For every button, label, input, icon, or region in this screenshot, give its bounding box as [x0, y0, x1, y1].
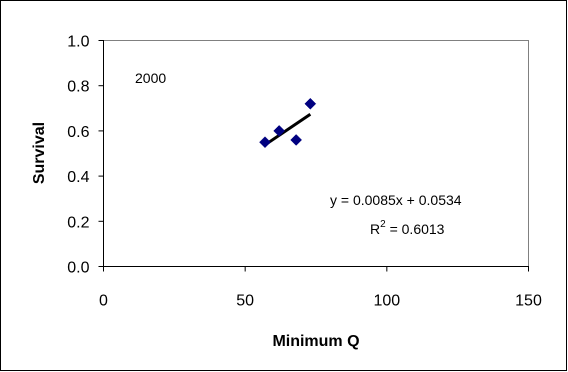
- r-squared-prefix: R: [370, 221, 380, 237]
- x-axis-title: Minimum Q: [272, 333, 359, 350]
- y-axis-title: Survival: [31, 122, 48, 184]
- y-tick-label: 0.0: [67, 260, 89, 277]
- data-point: [273, 125, 286, 137]
- y-tick-label: 0.8: [67, 79, 89, 96]
- y-tick-label: 0.2: [67, 214, 89, 231]
- r-squared-superscript: 2: [380, 219, 386, 230]
- trend-equation: y = 0.0085x + 0.0534: [330, 192, 462, 208]
- year-label: 2000: [135, 70, 166, 86]
- y-tick-label: 0.4: [67, 169, 89, 186]
- r-squared: R2 = 0.6013: [370, 219, 445, 237]
- x-tick-label: 0: [99, 293, 108, 310]
- x-tick-label: 100: [373, 293, 400, 310]
- y-tick-label: 1.0: [67, 34, 89, 51]
- data-point: [304, 97, 317, 110]
- data-point: [259, 136, 271, 149]
- data-points: [259, 97, 317, 149]
- trendline: [264, 112, 312, 147]
- data-point: [290, 134, 303, 146]
- r-squared-value: = 0.6013: [386, 221, 445, 237]
- y-axis-ticks: 0.0 0.2 0.4 0.6 0.8 1.0: [67, 34, 104, 277]
- x-axis-ticks: 0 50 100 150: [99, 266, 542, 310]
- x-tick-label: 150: [515, 293, 542, 310]
- x-tick-label: 50: [236, 293, 254, 310]
- y-tick-label: 0.6: [67, 124, 89, 141]
